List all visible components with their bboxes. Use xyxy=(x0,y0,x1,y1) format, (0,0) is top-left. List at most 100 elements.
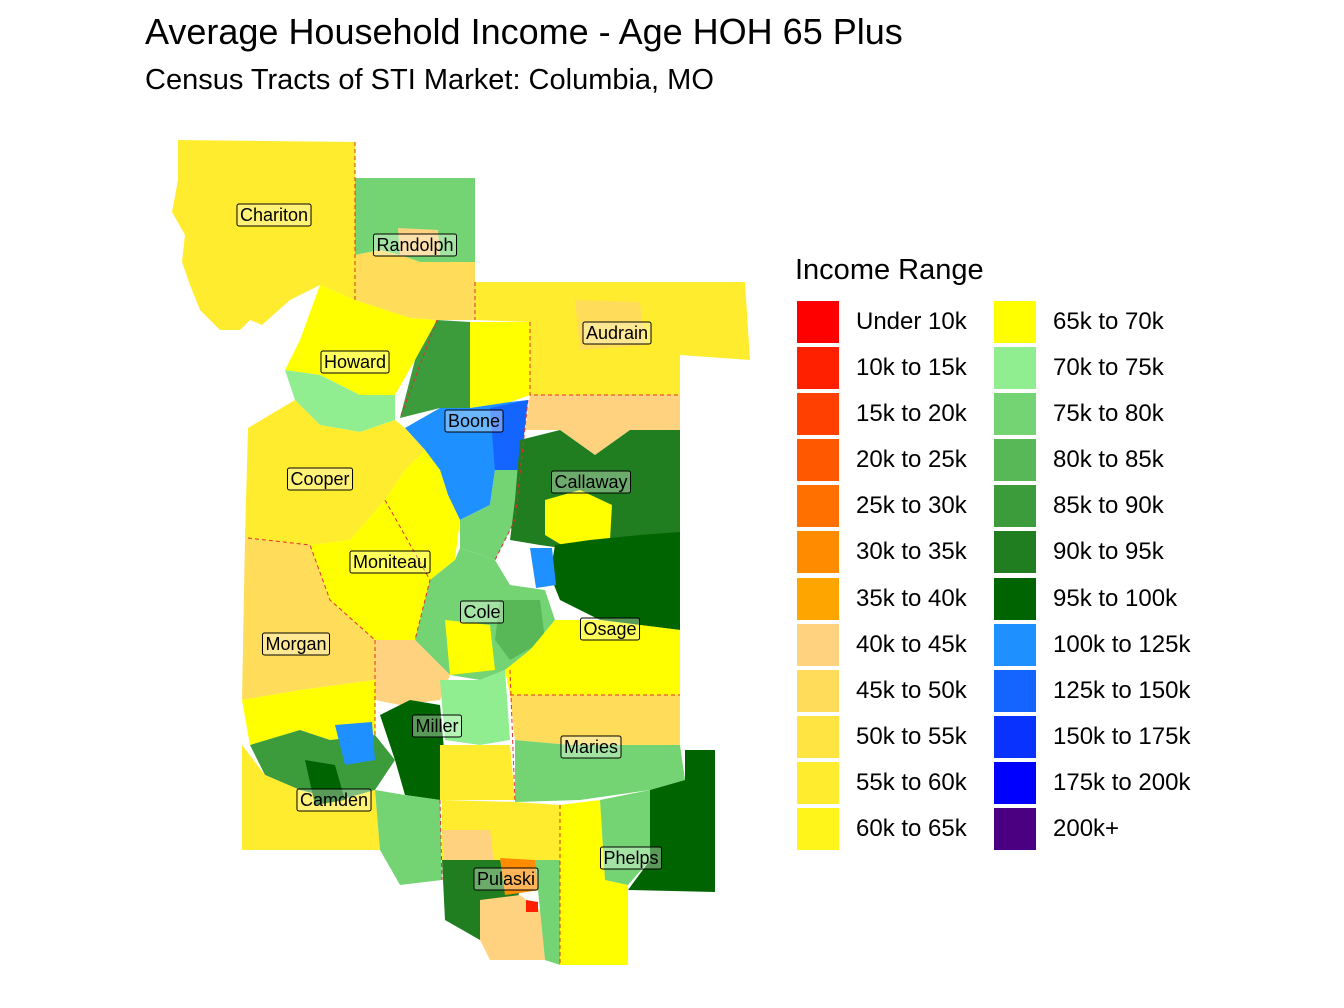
tract-camden-dark xyxy=(305,760,345,805)
county-label-box xyxy=(599,846,663,870)
tract-callaway-south xyxy=(550,532,680,630)
county-label-moniteau: Moniteau xyxy=(349,550,431,574)
legend-swatch xyxy=(797,715,839,758)
county-label-pulaski: Pulaski xyxy=(473,867,539,891)
legend-label: 35k to 40k xyxy=(856,584,967,612)
county-label-box xyxy=(444,409,504,433)
legend-swatch xyxy=(797,531,839,574)
legend-label: 70k to 75k xyxy=(1053,354,1164,382)
legend-label: 25k to 30k xyxy=(856,492,967,520)
tract-callaway-blue xyxy=(530,548,556,588)
tract-boone-core xyxy=(490,400,528,470)
tract-camden-blue xyxy=(335,722,375,765)
county-name: Howard xyxy=(324,352,386,372)
county-label-box xyxy=(459,600,505,624)
county-label-callaway: Callaway xyxy=(550,470,632,494)
county-label-miller: Miller xyxy=(412,714,463,738)
county-name: Camden xyxy=(300,790,368,810)
choropleth-map: Chariton Randolph Audrain Howard Boone Cooper… xyxy=(172,140,750,965)
legend-label: 175k to 200k xyxy=(1053,768,1191,796)
tract-boone-ne xyxy=(470,322,530,408)
tract-audrain-center xyxy=(575,300,645,350)
legend-label: 95k to 100k xyxy=(1053,584,1178,612)
legend-swatch xyxy=(797,761,839,804)
legend-label: 75k to 80k xyxy=(1053,400,1164,428)
county-name: Cole xyxy=(463,602,500,622)
legend-swatch xyxy=(797,623,839,666)
boundary-camden-pulaski xyxy=(439,799,443,881)
county-label-box xyxy=(236,203,312,227)
county-label-morgan: Morgan xyxy=(261,632,331,656)
tract-pulaski-red xyxy=(526,900,538,912)
legend-label: 100k to 125k xyxy=(1053,630,1191,658)
legend-swatch xyxy=(994,761,1036,804)
county-name: Miller xyxy=(416,716,459,736)
legend-swatch xyxy=(797,393,839,436)
legend-swatch xyxy=(994,347,1036,390)
county-label-phelps: Phelps xyxy=(599,846,663,870)
legend-label: 30k to 35k xyxy=(856,538,967,566)
tract-randolph-center xyxy=(398,228,440,256)
tract-miller-south xyxy=(440,745,515,800)
tract-randolph-north xyxy=(355,178,475,262)
tract-cooper-east xyxy=(385,450,460,580)
tract-howard-south xyxy=(285,370,395,432)
legend-label: Under 10k xyxy=(856,308,967,335)
legend-title: Income Range xyxy=(795,254,984,286)
legend-label: 85k to 90k xyxy=(1053,492,1164,520)
income-legend: Under 10k 10k to 15k 15k to 20k 20k to 25k 2… xyxy=(795,300,1215,860)
county-label-chariton: Chariton xyxy=(236,203,312,227)
tract-phelps-center xyxy=(600,790,650,885)
county-label-box xyxy=(349,550,431,574)
legend-swatch xyxy=(994,531,1036,574)
tract-boone-north xyxy=(400,320,470,418)
tract-moniteau xyxy=(310,500,430,640)
tract-maries xyxy=(515,740,685,802)
legend-label: 10k to 15k xyxy=(856,354,967,382)
boundary-cooper-moniteau xyxy=(247,537,376,641)
county-label-box xyxy=(560,735,622,759)
legend-swatch xyxy=(797,808,839,851)
county-label-randolph: Randolph xyxy=(372,233,458,257)
tract-phelps-west xyxy=(560,800,628,965)
tract-pulaski-se xyxy=(535,860,560,965)
county-name: Moniteau xyxy=(353,552,427,572)
legend-swatch xyxy=(797,301,839,343)
county-label-box xyxy=(286,467,354,491)
county-label-cooper: Cooper xyxy=(286,467,354,491)
tract-callaway-center xyxy=(545,490,612,550)
legend-swatch xyxy=(994,393,1036,436)
tract-cole-green xyxy=(495,600,545,660)
legend-swatch xyxy=(994,669,1036,712)
county-label-boone: Boone xyxy=(444,409,504,433)
county-label-camden: Camden xyxy=(296,788,372,812)
tract-phelps xyxy=(628,750,715,892)
county-name: Chariton xyxy=(240,205,308,225)
county-label-box xyxy=(296,788,372,812)
legend-label: 50k to 55k xyxy=(856,722,967,750)
census-tracts xyxy=(172,140,750,965)
boundary-boone-audrain xyxy=(529,322,680,396)
county-labels: Chariton Randolph Audrain Howard Boone Cooper… xyxy=(236,203,663,891)
tract-osage xyxy=(505,620,680,695)
legend-swatch xyxy=(994,715,1036,758)
legend-label: 200k+ xyxy=(1053,815,1120,843)
tract-randolph-south xyxy=(355,250,475,320)
boundary-miller-maries xyxy=(509,669,516,803)
tract-maries-north xyxy=(510,695,680,745)
tract-miller xyxy=(380,700,445,800)
county-name: Osage xyxy=(583,619,636,639)
boundary-boone-callaway xyxy=(494,399,529,561)
legend-swatch xyxy=(994,439,1036,482)
legend-label: 125k to 150k xyxy=(1053,676,1191,704)
tract-chariton xyxy=(172,140,355,330)
legend-swatch xyxy=(994,577,1036,620)
county-name: Phelps xyxy=(603,848,658,868)
legend-swatch xyxy=(797,577,839,620)
county-label-box xyxy=(261,632,331,656)
county-label-box xyxy=(473,867,539,891)
legend-label: 15k to 20k xyxy=(856,400,967,428)
county-label-cole: Cole xyxy=(459,600,505,624)
legend-label: 40k to 45k xyxy=(856,630,967,658)
tract-miller-west xyxy=(375,640,450,705)
